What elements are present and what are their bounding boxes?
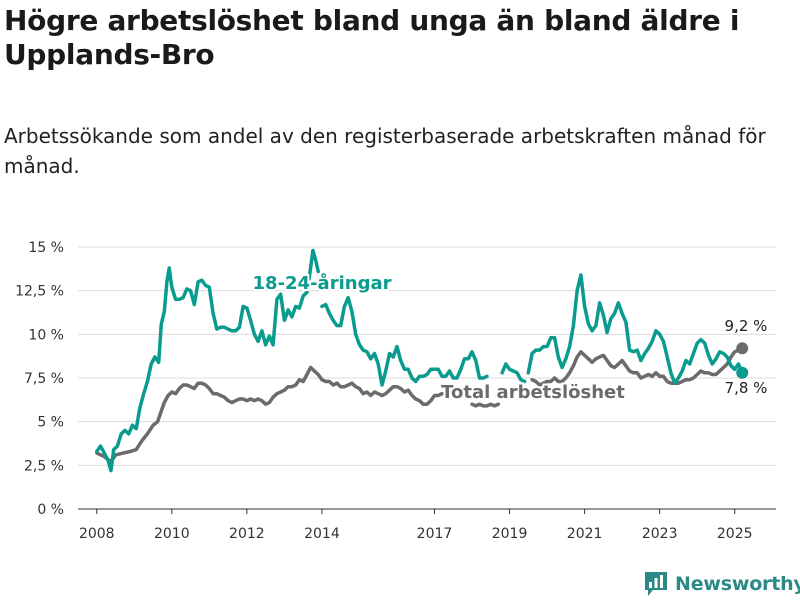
y-tick-label: 7,5 % — [24, 371, 64, 387]
series-line-segment — [320, 295, 489, 387]
x-tick-label: 2012 — [229, 526, 265, 542]
x-tick-label: 2010 — [154, 526, 190, 542]
series-line-segment — [470, 402, 501, 408]
y-tick-label: 2,5 % — [24, 458, 64, 474]
y-tick-label: 15 % — [28, 240, 64, 256]
newsworthy-logo: Newsworthy — [644, 570, 800, 598]
x-tick-label: 2008 — [79, 526, 115, 542]
x-tick-label: 2025 — [717, 526, 753, 542]
bar-chart-logo-icon — [645, 572, 667, 596]
y-tick-label: 10 % — [28, 327, 64, 343]
x-tick-label: 2019 — [492, 526, 528, 542]
y-tick-label: 5 % — [37, 415, 64, 431]
end-label-total: 9,2 % — [725, 317, 768, 335]
end-point-total — [736, 342, 749, 355]
y-tick-label: 0 % — [37, 502, 64, 518]
x-tick-label: 2023 — [642, 526, 678, 542]
series-line-segment — [500, 362, 527, 384]
annotation-total: Total arbetslöshet — [441, 382, 625, 403]
x-tick-label: 2017 — [417, 526, 453, 542]
chart-subtitle: Arbetssökande som andel av den registerb… — [4, 124, 766, 178]
end-label-youth: 7,8 % — [725, 379, 768, 397]
x-tick-label: 2021 — [567, 526, 603, 542]
chart-title: Högre arbetslöshet bland unga än bland ä… — [4, 4, 740, 71]
annotation-youth: 18-24-åringar — [253, 272, 392, 294]
x-tick-label: 2014 — [304, 526, 340, 542]
series-line-segment — [95, 248, 320, 473]
series-line-segment — [95, 365, 444, 464]
series-youth — [95, 248, 744, 473]
y-tick-label: 12,5 % — [15, 284, 64, 300]
end-point-youth — [736, 366, 749, 379]
series-line-segment — [526, 273, 744, 385]
brand-name: Newsworthy — [675, 573, 800, 595]
series-line-segment — [530, 346, 744, 387]
series-total — [95, 346, 744, 464]
